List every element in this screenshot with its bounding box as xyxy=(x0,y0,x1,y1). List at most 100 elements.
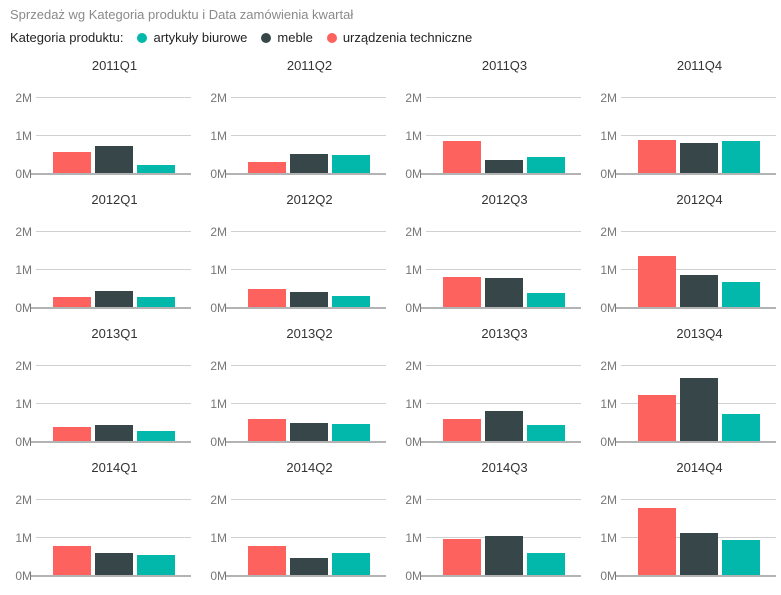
bar-urzadzenia-techniczne[interactable] xyxy=(248,162,286,173)
bar-artykuly-biurowe[interactable] xyxy=(527,425,565,441)
facet-plot: 0M 1M 2M xyxy=(210,488,386,582)
y-tick-label: 2M xyxy=(15,91,32,105)
bar-meble[interactable] xyxy=(680,533,718,575)
bar-urzadzenia-techniczne[interactable] xyxy=(53,427,91,441)
y-tick-label: 0M xyxy=(600,301,617,315)
bar-urzadzenia-techniczne[interactable] xyxy=(53,152,91,173)
bar-artykuly-biurowe[interactable] xyxy=(137,555,175,575)
bar-meble[interactable] xyxy=(680,143,718,173)
facet-chart-2013Q1: 2013Q1 0M 1M 2M xyxy=(0,320,195,454)
y-tick-label: 1M xyxy=(210,129,227,143)
bar-meble[interactable] xyxy=(290,558,328,575)
bar-meble[interactable] xyxy=(290,154,328,173)
bar-meble[interactable] xyxy=(680,275,718,307)
bar-artykuly-biurowe[interactable] xyxy=(137,297,175,307)
y-tick-label: 1M xyxy=(15,397,32,411)
facet-title: 2014Q1 xyxy=(91,460,138,475)
bar-urzadzenia-techniczne[interactable] xyxy=(443,277,481,307)
gridline-1M xyxy=(621,135,776,136)
bar-artykuly-biurowe[interactable] xyxy=(722,141,760,173)
bar-meble[interactable] xyxy=(95,425,133,441)
facet-title: 2013Q3 xyxy=(481,326,528,341)
bar-artykuly-biurowe[interactable] xyxy=(527,293,565,307)
bar-meble[interactable] xyxy=(290,292,328,307)
facet-chart-2014Q2: 2014Q2 0M 1M 2M xyxy=(195,454,390,588)
gridline-2M xyxy=(426,97,581,98)
y-tick-label: 0M xyxy=(600,569,617,583)
x-axis-line xyxy=(30,575,191,577)
bar-urzadzenia-techniczne[interactable] xyxy=(443,419,481,441)
bar-urzadzenia-techniczne[interactable] xyxy=(638,256,676,307)
bar-urzadzenia-techniczne[interactable] xyxy=(638,395,676,441)
bar-urzadzenia-techniczne[interactable] xyxy=(638,140,676,173)
x-axis-line xyxy=(615,575,776,577)
gridline-1M xyxy=(36,269,191,270)
bar-artykuly-biurowe[interactable] xyxy=(137,431,175,441)
x-axis-line xyxy=(30,307,191,309)
bar-meble[interactable] xyxy=(485,411,523,441)
bar-meble[interactable] xyxy=(485,536,523,575)
y-tick-label: 1M xyxy=(210,263,227,277)
x-axis-line xyxy=(420,307,581,309)
bar-meble[interactable] xyxy=(290,423,328,441)
x-axis-line xyxy=(420,575,581,577)
bar-artykuly-biurowe[interactable] xyxy=(722,414,760,441)
bar-artykuly-biurowe[interactable] xyxy=(527,157,565,173)
x-axis-line xyxy=(615,441,776,443)
y-tick-label: 0M xyxy=(210,167,227,181)
y-tick-label: 0M xyxy=(405,435,422,449)
facet-plot: 0M 1M 2M xyxy=(210,220,386,314)
y-tick-label: 0M xyxy=(210,435,227,449)
facet-title: 2012Q4 xyxy=(676,192,723,207)
bar-urzadzenia-techniczne[interactable] xyxy=(53,297,91,307)
y-tick-label: 2M xyxy=(15,225,32,239)
x-axis-line xyxy=(615,173,776,175)
facet-chart-2012Q1: 2012Q1 0M 1M 2M xyxy=(0,186,195,320)
bar-urzadzenia-techniczne[interactable] xyxy=(638,508,676,575)
report-header: Sprzedaż wg Kategoria produktu i Data za… xyxy=(0,0,781,24)
bar-urzadzenia-techniczne[interactable] xyxy=(53,546,91,575)
bar-meble[interactable] xyxy=(95,553,133,575)
x-axis-line xyxy=(615,307,776,309)
bar-meble[interactable] xyxy=(680,378,718,441)
gridline-1M xyxy=(621,269,776,270)
bar-artykuly-biurowe[interactable] xyxy=(722,540,760,575)
y-tick-label: 1M xyxy=(15,129,32,143)
bar-urzadzenia-techniczne[interactable] xyxy=(443,141,481,173)
legend-item-urzadzenia-techniczne[interactable]: urządzenia techniczne xyxy=(326,30,473,45)
bar-meble[interactable] xyxy=(485,160,523,173)
facet-title: 2013Q2 xyxy=(286,326,333,341)
legend-item-artykuly-biurowe[interactable]: artykuły biurowe xyxy=(137,30,247,45)
bar-meble[interactable] xyxy=(95,291,133,307)
gridline-2M xyxy=(231,499,386,500)
bar-urzadzenia-techniczne[interactable] xyxy=(248,289,286,307)
gridline-2M xyxy=(621,365,776,366)
x-axis-line xyxy=(420,173,581,175)
bar-artykuly-biurowe[interactable] xyxy=(332,424,370,441)
gridline-1M xyxy=(231,269,386,270)
bar-artykuly-biurowe[interactable] xyxy=(722,282,760,307)
y-tick-label: 2M xyxy=(600,91,617,105)
facet-plot: 0M 1M 2M xyxy=(210,354,386,448)
bar-urzadzenia-techniczne[interactable] xyxy=(443,539,481,575)
gridline-2M xyxy=(426,365,581,366)
bar-urzadzenia-techniczne[interactable] xyxy=(248,546,286,575)
bar-meble[interactable] xyxy=(485,278,523,307)
bar-urzadzenia-techniczne[interactable] xyxy=(248,419,286,441)
bar-artykuly-biurowe[interactable] xyxy=(137,165,175,173)
facet-title: 2013Q4 xyxy=(676,326,723,341)
gridline-1M xyxy=(426,269,581,270)
bar-artykuly-biurowe[interactable] xyxy=(332,155,370,173)
gridline-2M xyxy=(231,97,386,98)
gridline-2M xyxy=(621,231,776,232)
bar-artykuly-biurowe[interactable] xyxy=(332,296,370,307)
bar-meble[interactable] xyxy=(95,146,133,173)
facet-plot: 0M 1M 2M xyxy=(600,220,776,314)
facet-plot: 0M 1M 2M xyxy=(405,354,581,448)
y-tick-label: 2M xyxy=(405,493,422,507)
legend-item-label: urządzenia techniczne xyxy=(342,30,473,45)
facet-plot: 0M 1M 2M xyxy=(600,354,776,448)
bar-artykuly-biurowe[interactable] xyxy=(332,553,370,575)
bar-artykuly-biurowe[interactable] xyxy=(527,553,565,575)
legend-item-meble[interactable]: meble xyxy=(261,30,313,45)
